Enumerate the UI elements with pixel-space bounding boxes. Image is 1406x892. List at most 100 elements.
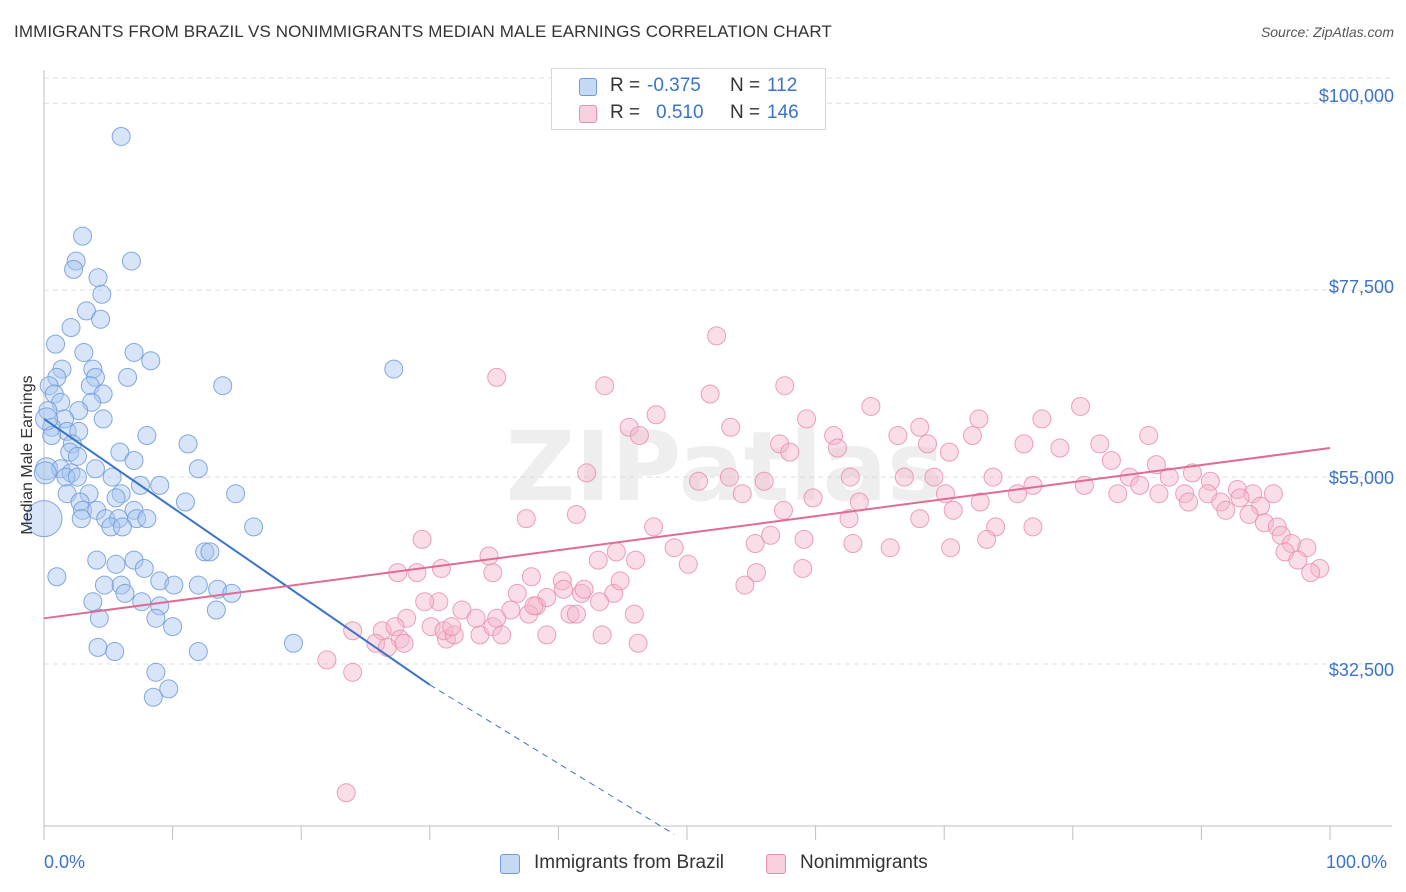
nonimmigrants-point <box>566 504 586 524</box>
nonimmigrants-point <box>606 542 626 562</box>
nonimmigrants-point <box>487 367 507 387</box>
nonimmigrants-point <box>626 550 646 570</box>
nonimmigrants-point <box>592 625 612 645</box>
nonimmigrants-point <box>644 517 664 537</box>
n-value: 146 <box>767 102 799 123</box>
immigrants-point <box>124 450 144 470</box>
nonimmigrants-point <box>629 426 649 446</box>
immigrants-point <box>124 550 144 570</box>
immigrants-point <box>57 421 77 441</box>
immigrants-point <box>56 467 76 487</box>
legend-label: Nonimmigrants <box>800 852 928 873</box>
nonimmigrants-point <box>524 596 544 616</box>
immigrants-point <box>384 359 404 379</box>
nonimmigrants-point <box>1200 471 1220 491</box>
immigrants-point <box>101 517 121 537</box>
immigrants-point <box>88 637 108 657</box>
immigrants-point <box>134 558 154 578</box>
nonimmigrants-point <box>941 538 961 558</box>
nonimmigrants-point <box>754 471 774 491</box>
nonimmigrants-point <box>628 633 648 653</box>
immigrants-point <box>226 484 246 504</box>
nonimmigrants-point <box>1146 455 1166 475</box>
watermark: ZIPatlas <box>506 411 945 523</box>
immigrants-point <box>85 459 105 479</box>
blue-swatch-icon <box>579 78 597 96</box>
nonimmigrants-point <box>1239 504 1259 524</box>
immigrants-point <box>71 509 91 529</box>
immigrants-point <box>146 608 166 628</box>
n-label: N = <box>730 102 761 123</box>
immigrants-point <box>61 318 81 338</box>
immigrants-point <box>188 575 208 595</box>
nonimmigrants-point <box>700 384 720 404</box>
nonimmigrants-point <box>590 592 610 612</box>
pink-swatch-icon <box>766 854 786 874</box>
nonimmigrants-point <box>983 467 1003 487</box>
nonimmigrants-point <box>415 592 435 612</box>
immigrants-point <box>33 461 57 485</box>
nonimmigrants-point <box>721 417 741 437</box>
immigrants-point <box>137 426 157 446</box>
nonimmigrants-point <box>574 579 594 599</box>
immigrants-point <box>111 126 131 146</box>
nonimmigrants-point <box>1216 500 1236 520</box>
nonimmigrants-point <box>466 608 486 628</box>
immigrants-point <box>91 309 111 329</box>
immigrants-point <box>67 446 87 466</box>
nonimmigrants-point <box>924 467 944 487</box>
immigrants-point <box>42 417 62 437</box>
nonimmigrants-point <box>1071 396 1091 416</box>
immigrants-point <box>106 488 126 508</box>
immigrants-point <box>163 617 183 637</box>
nonimmigrants-point <box>1263 484 1283 504</box>
immigrants-point <box>159 679 179 699</box>
nonimmigrants-point <box>588 550 608 570</box>
nonimmigrants-point <box>577 463 597 483</box>
nonimmigrants-point <box>1149 484 1169 504</box>
immigrants-point <box>213 376 233 396</box>
nonimmigrants-point <box>537 625 557 645</box>
nonimmigrants-point <box>761 525 781 545</box>
nonimmigrants-point <box>910 417 930 437</box>
gridlines <box>44 77 1392 665</box>
immigrants-point <box>244 517 264 537</box>
nonimmigrants-point <box>336 783 356 803</box>
immigrants-point <box>124 342 144 362</box>
immigrants-point <box>87 550 107 570</box>
nonimmigrants-point <box>442 617 462 637</box>
nonimmigrants-point <box>552 571 572 591</box>
blue-swatch-icon <box>500 854 520 874</box>
nonimmigrants-point <box>521 567 541 587</box>
n-value: 112 <box>767 75 798 96</box>
nonimmigrants-point <box>770 434 790 454</box>
immigrants-point <box>200 542 220 562</box>
nonimmigrants-point <box>910 509 930 529</box>
immigrants-point <box>69 401 89 421</box>
nonimmigrants-point <box>619 417 639 437</box>
nonimmigrants-point <box>773 500 793 520</box>
nonimmigrants-point <box>595 376 615 396</box>
nonimmigrants-point <box>678 554 698 574</box>
nonimmigrants-point <box>1108 484 1128 504</box>
immigrants-point <box>106 554 126 574</box>
nonimmigrants-point <box>824 426 844 446</box>
immigrants-point <box>178 434 198 454</box>
immigrants-point <box>141 351 161 371</box>
r-label: R = <box>610 102 641 123</box>
nonimmigrants-point <box>566 604 586 624</box>
nonimmigrants-point <box>483 563 503 583</box>
immigrants-point <box>89 608 109 628</box>
nonimmigrants-point <box>1301 563 1321 583</box>
nonimmigrants-point <box>507 583 527 603</box>
nonimmigrants-point <box>1254 513 1274 533</box>
y-tick-label: $100,000 <box>1318 86 1394 106</box>
series-nonimmigrants-points <box>317 326 1330 803</box>
nonimmigrants-point <box>827 438 847 458</box>
nonimmigrants-point <box>780 442 800 462</box>
nonimmigrants-point <box>689 471 709 491</box>
nonimmigrants-point <box>1050 438 1070 458</box>
nonimmigrants-point <box>394 633 414 653</box>
nonimmigrants-point <box>560 604 580 624</box>
immigrants-point <box>164 575 184 595</box>
